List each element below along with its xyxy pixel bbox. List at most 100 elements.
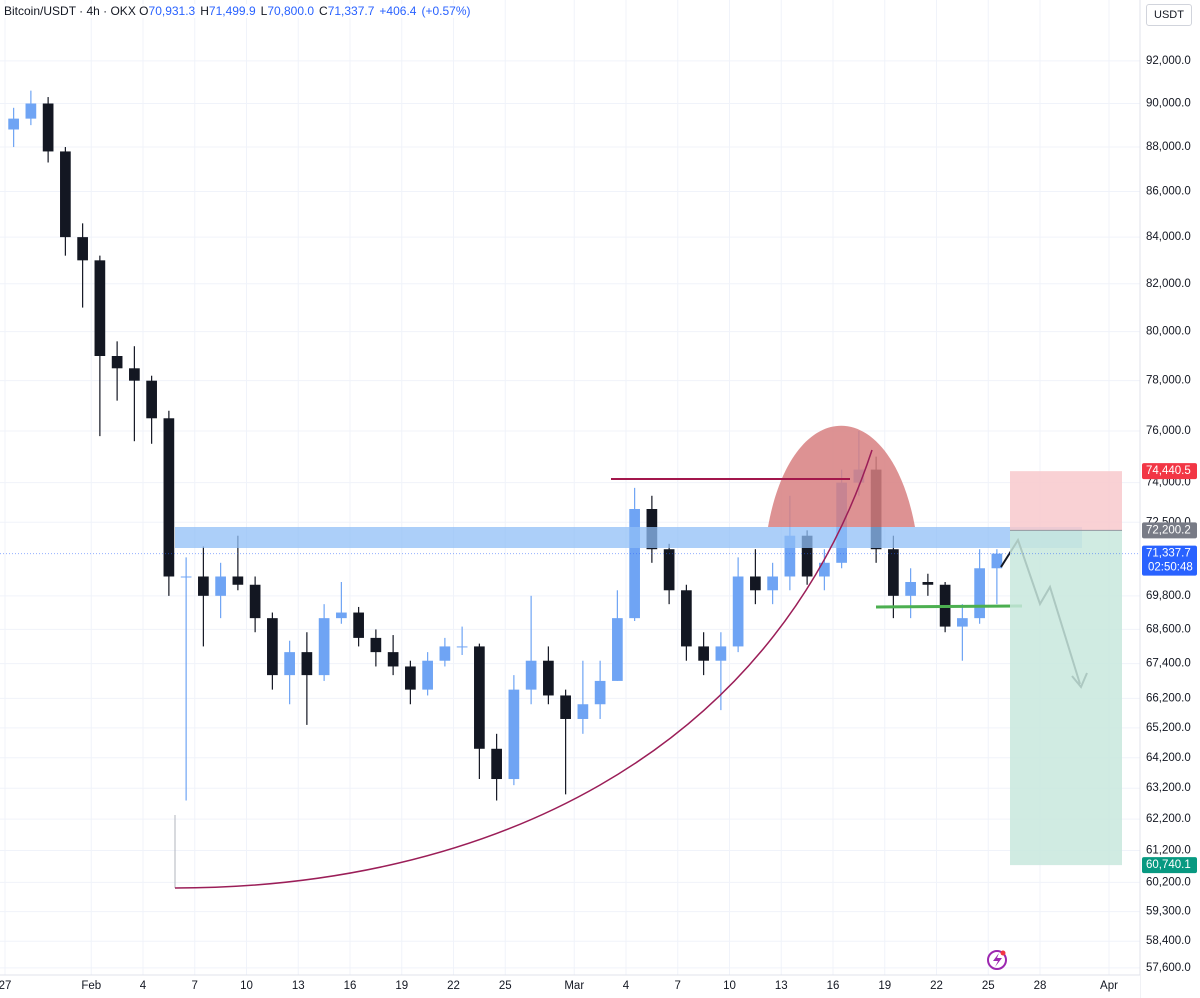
candle-body xyxy=(594,680,606,705)
y-tick-label: 78,000.0 xyxy=(1146,375,1191,387)
legend-o: O70,931.3 xyxy=(139,4,200,18)
candle-body xyxy=(353,612,364,638)
x-tick-label: Feb xyxy=(81,980,101,992)
x-tick-label: 19 xyxy=(878,980,891,992)
y-tick-label: 86,000.0 xyxy=(1146,186,1191,198)
candle-body xyxy=(922,581,934,585)
candle-body xyxy=(698,646,709,661)
candle-body xyxy=(508,689,520,780)
candle-body xyxy=(301,652,313,676)
top-arc xyxy=(768,425,915,527)
candle-body xyxy=(77,237,88,261)
candle-body xyxy=(439,646,451,661)
y-tick-label: 90,000.0 xyxy=(1146,98,1191,110)
price-tag-label: 72,200.2 xyxy=(1146,524,1191,536)
y-tick-label: 59,300.0 xyxy=(1146,906,1191,918)
candle-body xyxy=(370,637,382,653)
candle-body xyxy=(180,576,192,578)
candle-body xyxy=(974,568,985,619)
legend-l: L70,800.0 xyxy=(261,4,319,18)
candle-body xyxy=(629,508,640,619)
price-tag xyxy=(1142,463,1197,480)
x-tick-label: Mar xyxy=(564,980,584,992)
candle-body xyxy=(750,576,761,591)
x-tick-label: 10 xyxy=(723,980,736,992)
candle-body xyxy=(957,618,968,627)
y-tick-label: 62,200.0 xyxy=(1146,813,1191,825)
candle-body xyxy=(129,368,140,381)
y-tick-label: 80,000.0 xyxy=(1146,326,1191,338)
x-tick-label: 13 xyxy=(292,980,305,992)
resistance-zone xyxy=(175,527,1082,548)
candle-body xyxy=(111,356,123,369)
candle-body xyxy=(888,549,899,596)
candle-body xyxy=(336,612,347,619)
x-tick-label: 4 xyxy=(623,980,630,992)
y-tick-label: 84,000.0 xyxy=(1146,231,1191,243)
legend-key: C xyxy=(319,4,328,18)
x-tick-label: 25 xyxy=(982,980,995,992)
candle-body xyxy=(318,618,330,676)
y-tick-label: 63,200.0 xyxy=(1146,782,1191,794)
y-tick-label: 76,000.0 xyxy=(1146,425,1191,437)
legend-value: 71,499.9 xyxy=(208,4,256,18)
price-tag xyxy=(1142,522,1197,539)
logo-ring xyxy=(987,950,1007,970)
candle-body xyxy=(198,576,209,596)
legend-value: 70,800.0 xyxy=(267,4,315,18)
candle-body xyxy=(267,618,278,676)
candle-body xyxy=(767,576,778,591)
candle-body xyxy=(215,576,226,596)
candle-body xyxy=(991,553,1003,569)
candle-body xyxy=(474,646,485,749)
price-tag-label: 71,337.7 xyxy=(1146,548,1191,560)
candle-body xyxy=(784,535,796,577)
legend-h: H71,499.9 xyxy=(200,4,260,18)
x-tick-label: Apr xyxy=(1100,980,1118,992)
candle-body xyxy=(525,660,537,690)
x-tick-label: 7 xyxy=(192,980,198,992)
candle-body xyxy=(681,590,692,647)
y-tick-label: 69,800.0 xyxy=(1146,590,1191,602)
candle-body xyxy=(249,584,261,619)
y-tick-label: 68,600.0 xyxy=(1146,623,1191,635)
candle-body xyxy=(612,618,623,681)
candle-body xyxy=(25,103,37,119)
candle-body xyxy=(422,660,433,690)
x-tick-label: 13 xyxy=(775,980,788,992)
candle-body xyxy=(8,118,19,130)
candle-body xyxy=(42,103,54,152)
logo-dot xyxy=(1000,950,1006,956)
x-tick-label: 22 xyxy=(930,980,943,992)
y-tick-label: 60,200.0 xyxy=(1146,876,1191,888)
legend-value: 71,337.7 xyxy=(327,4,375,18)
x-tick-label: 22 xyxy=(447,980,460,992)
y-tick-label: 66,200.0 xyxy=(1146,692,1191,704)
target-zone xyxy=(1010,530,1122,866)
y-tick-label: 65,200.0 xyxy=(1146,722,1191,734)
candle-body xyxy=(715,646,727,661)
y-tick-label: 67,400.0 xyxy=(1146,658,1191,670)
currency-button[interactable]: USDT xyxy=(1146,4,1192,26)
stop-zone xyxy=(1010,471,1122,531)
position-box xyxy=(0,471,1140,866)
candle-body xyxy=(905,581,916,596)
grid xyxy=(0,0,1140,975)
price-tag-label: 60,740.1 xyxy=(1146,859,1191,871)
x-tick-label: 27 xyxy=(0,980,11,992)
logo-bolt xyxy=(993,953,1002,967)
y-tick-label: 82,000.0 xyxy=(1146,278,1191,290)
time-axis-panel xyxy=(0,975,1140,998)
y-tick-label: 74,000.0 xyxy=(1146,477,1191,489)
axes: 92,000.0 90,000.0 88,000.0 86,000.0 84,000.0… xyxy=(0,55,1191,992)
x-tick-label: 16 xyxy=(827,980,840,992)
change-pct: (+0.57%) xyxy=(421,4,471,18)
candle-body xyxy=(60,151,71,238)
candle-body xyxy=(663,549,675,591)
candle-body xyxy=(732,576,744,647)
price-tag xyxy=(1142,857,1197,874)
candle-body xyxy=(560,695,571,719)
legend-c: C71,337.7 xyxy=(319,4,379,18)
change: +406.4 xyxy=(379,4,417,18)
